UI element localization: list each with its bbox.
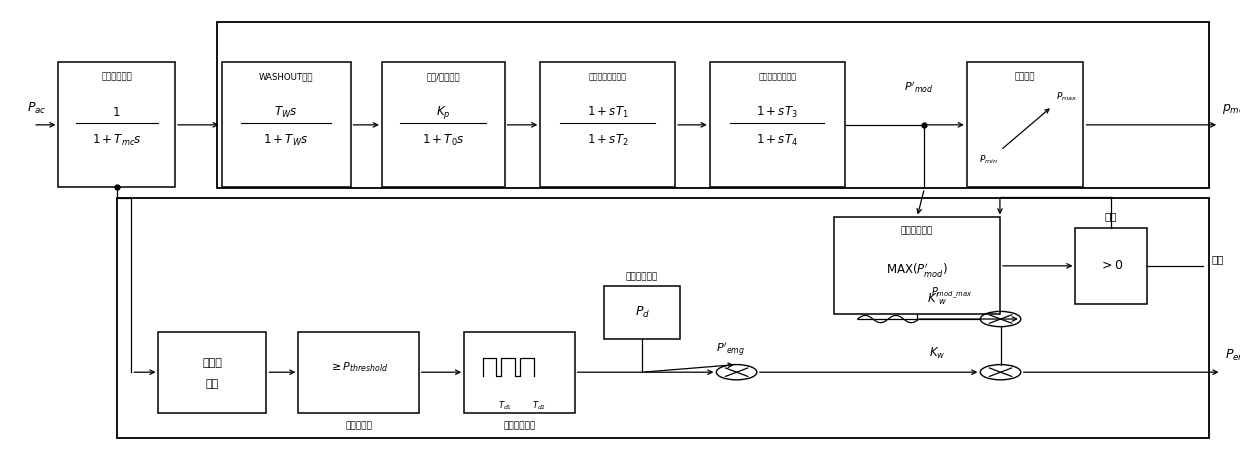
Bar [58, 63, 175, 187]
Text: $>0$: $>0$ [1099, 259, 1123, 272]
Text: 绝对值: 绝对值 [202, 358, 222, 368]
Text: $\mathrm{MAX}(P^{\prime}_{mod})$: $\mathrm{MAX}(P^{\prime}_{mod})$ [887, 262, 949, 280]
Bar [222, 63, 351, 187]
Text: $1+sT_3$: $1+sT_3$ [756, 105, 799, 120]
Bar [835, 217, 999, 314]
Bar [709, 63, 844, 187]
Text: $P'_{emg}$: $P'_{emg}$ [715, 342, 745, 359]
Text: $P_{min}$: $P_{min}$ [980, 154, 998, 166]
Bar [159, 332, 267, 413]
Bar [967, 63, 1084, 187]
Text: $1+sT_2$: $1+sT_2$ [587, 133, 629, 148]
Text: $P_{max}$: $P_{max}$ [1055, 90, 1078, 103]
Bar [1075, 228, 1147, 304]
Text: 增益/滤波环节: 增益/滤波环节 [427, 72, 460, 82]
Text: $K'_w$: $K'_w$ [928, 291, 947, 307]
Text: WASHOUT环节: WASHOUT环节 [259, 72, 314, 82]
Bar [299, 332, 419, 413]
Text: 限幅环节: 限幅环节 [1014, 72, 1035, 82]
Text: 第二超前滞后环节: 第二超前滞后环节 [758, 72, 796, 82]
Text: 环节: 环节 [206, 379, 219, 389]
Text: $P_{mod\_max}$: $P_{mod\_max}$ [931, 285, 972, 301]
Text: 第一超前滞后环节: 第一超前滞后环节 [589, 72, 626, 82]
Text: 与定值比较: 与定值比较 [345, 421, 372, 430]
Text: $1+sT_4$: $1+sT_4$ [756, 133, 799, 148]
Text: $T_W s$: $T_W s$ [274, 105, 298, 120]
Text: 低通滤波环节: 低通滤波环节 [102, 72, 131, 82]
Text: $1+sT_1$: $1+sT_1$ [587, 105, 629, 120]
Text: $1+T_{mc}s$: $1+T_{mc}s$ [92, 133, 141, 148]
Text: 1: 1 [113, 106, 120, 119]
Text: $P_{emg}$: $P_{emg}$ [1225, 347, 1240, 364]
Text: $P'_{mod}$: $P'_{mod}$ [904, 80, 932, 95]
Text: $1+T_W s$: $1+T_W s$ [263, 133, 309, 148]
Bar [117, 198, 1209, 438]
Text: $K_w$: $K_w$ [929, 346, 946, 361]
Text: $K_p$: $K_p$ [436, 104, 450, 121]
Bar [541, 63, 676, 187]
Text: $p_{mod}$: $p_{mod}$ [1221, 102, 1240, 116]
Text: $\geq P_{threshold}$: $\geq P_{threshold}$ [329, 360, 388, 374]
Bar [464, 332, 574, 413]
Text: 紧急控制定值: 紧急控制定值 [626, 272, 658, 281]
Text: 清零: 清零 [1211, 254, 1224, 264]
Text: 清零: 清零 [1105, 211, 1117, 221]
Bar [604, 285, 681, 339]
Text: 最大值存储器: 最大值存储器 [901, 226, 934, 235]
Text: $P_{ac}$: $P_{ac}$ [27, 100, 47, 116]
Text: $1+T_0 s$: $1+T_0 s$ [422, 133, 465, 148]
Text: $T_{d1}$: $T_{d1}$ [497, 399, 512, 412]
Bar [382, 63, 505, 187]
Bar [217, 22, 1209, 188]
Text: $P_d$: $P_d$ [635, 304, 650, 319]
Text: 延时定值环节: 延时定值环节 [503, 421, 536, 430]
Text: $T_{d2}$: $T_{d2}$ [532, 399, 546, 412]
